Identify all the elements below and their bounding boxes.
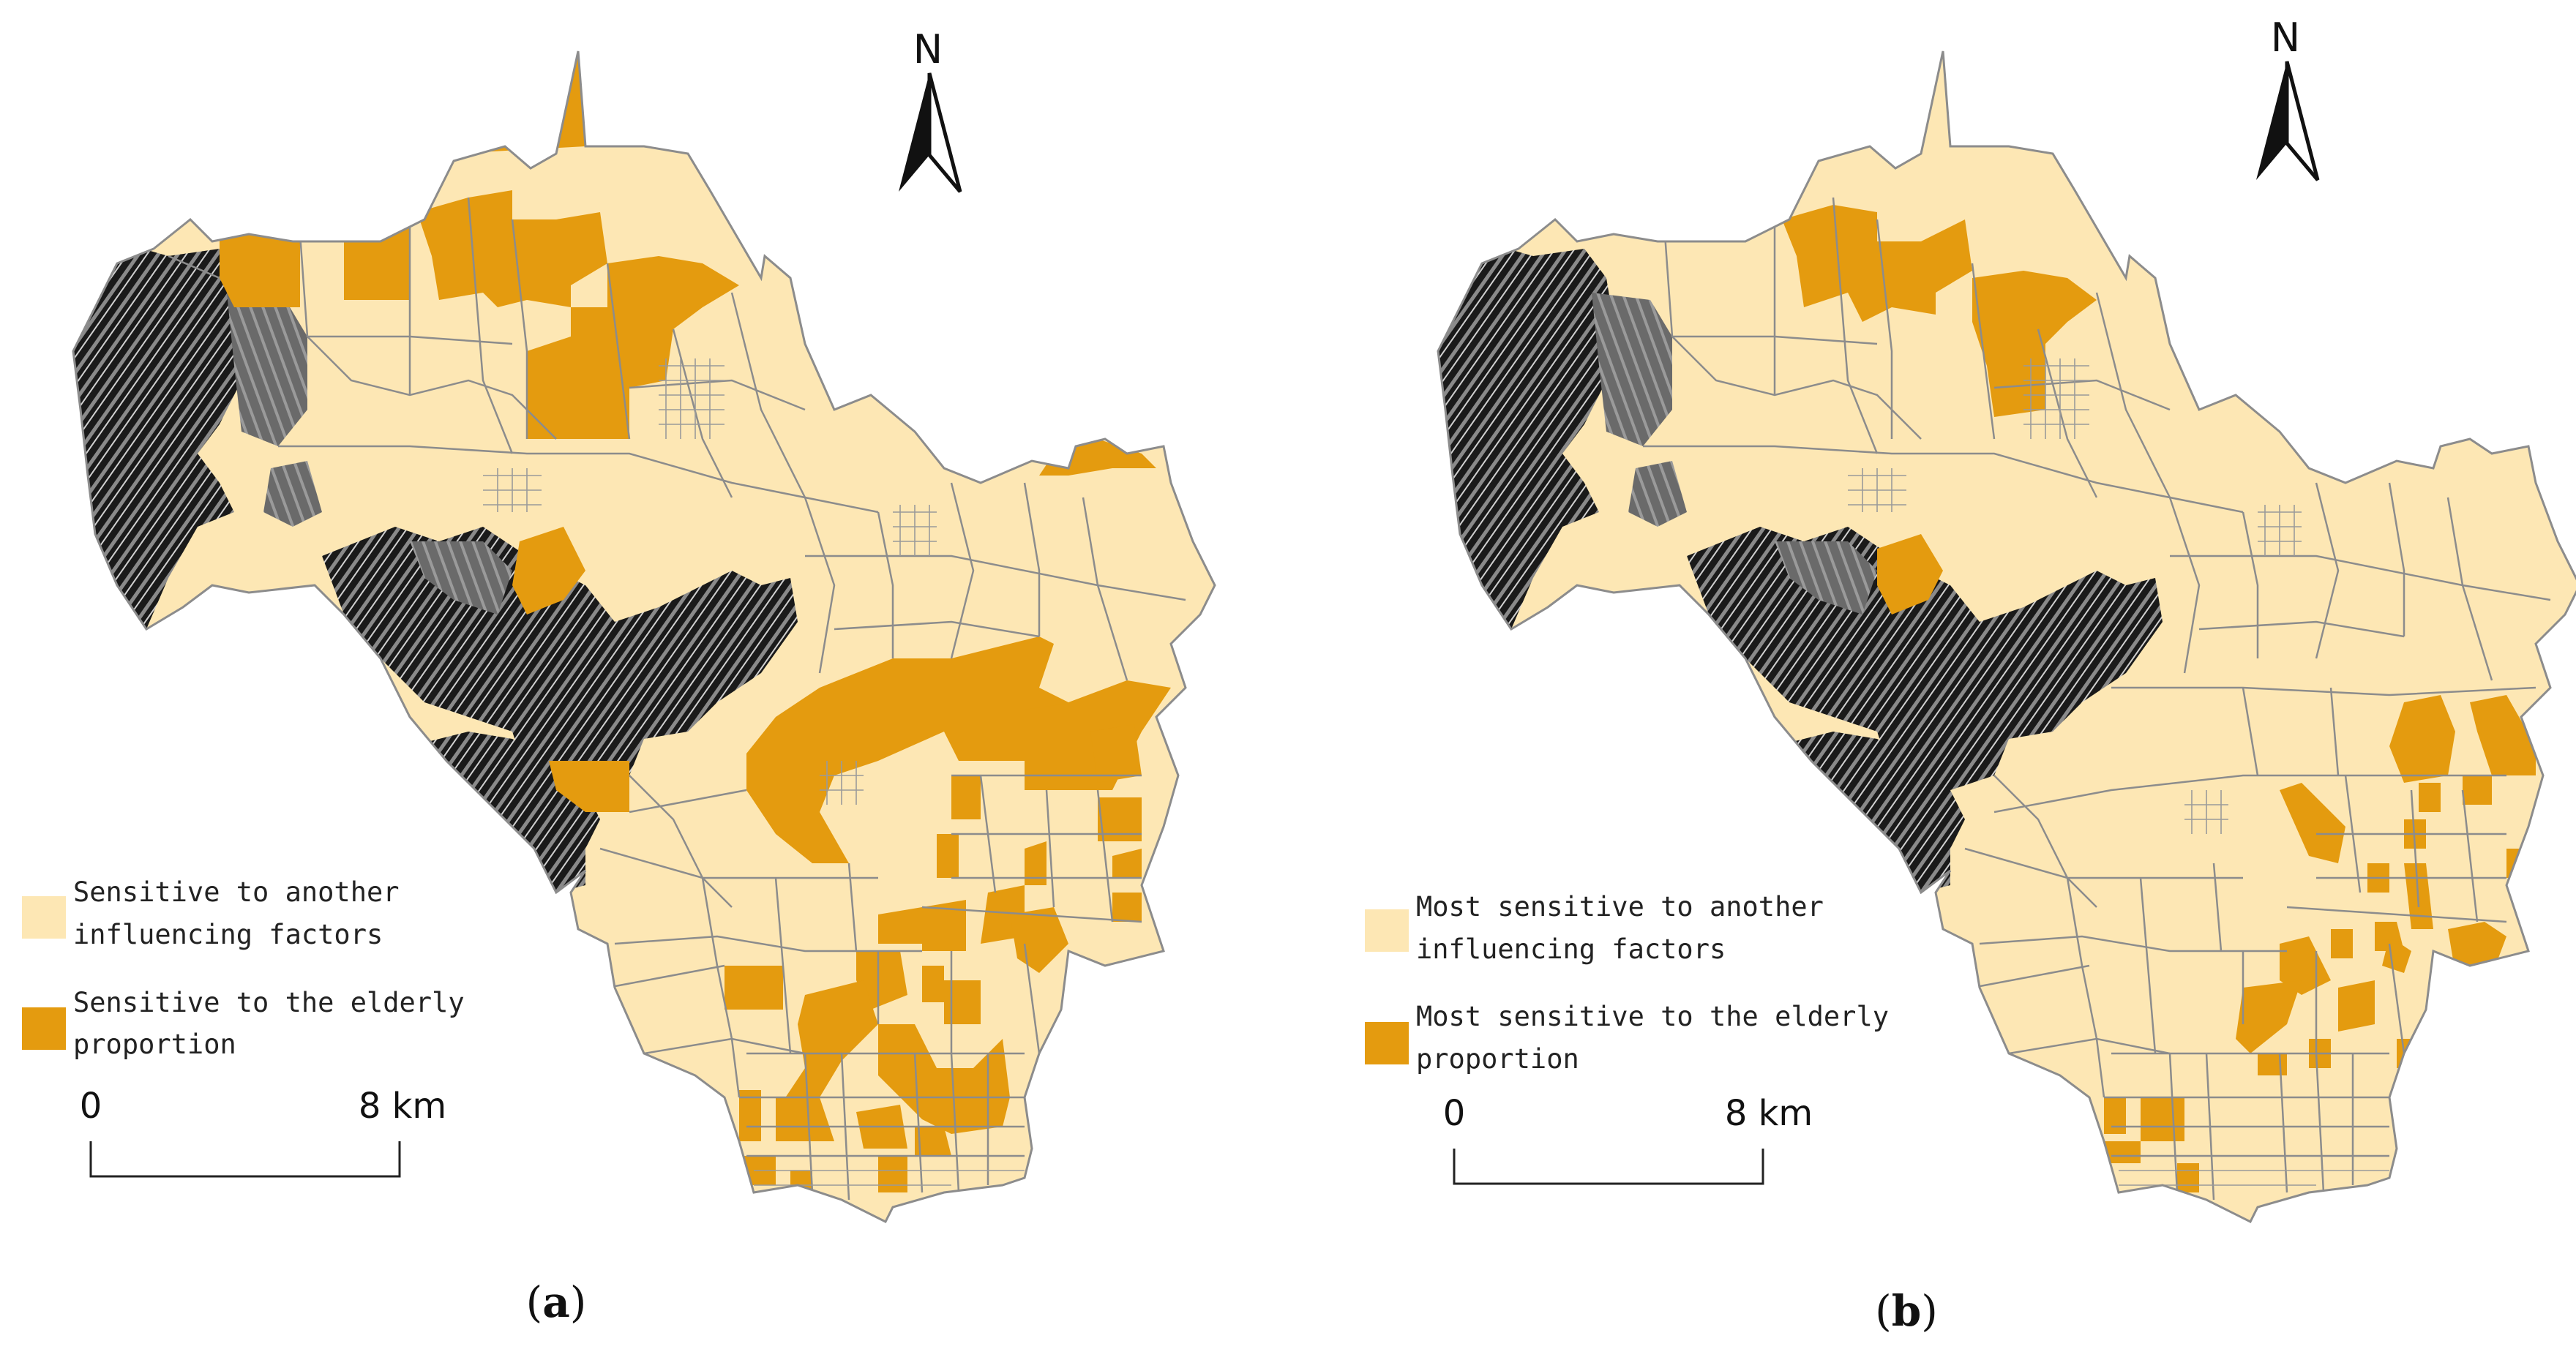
- caption-b: (b): [1875, 1286, 1938, 1336]
- district-boundaries-b: [1643, 197, 2551, 1201]
- north-arrow-icon: N: [2256, 15, 2320, 181]
- legend-item-other-b: Most sensitive to another influencing fa…: [1416, 891, 1840, 965]
- scale-end-a: 8 km: [359, 1086, 446, 1127]
- legend-a: Sensitive to another influencing factors…: [22, 876, 481, 1060]
- mountain-west-shade-b: [1592, 293, 1672, 446]
- scale-start-b: 0: [1443, 1093, 1466, 1134]
- legend-b: Most sensitive to another influencing fa…: [1365, 891, 1905, 1075]
- mountain-ridge-a: [322, 527, 798, 790]
- elderly-areas-a: [220, 51, 1171, 1192]
- mountain-mid-shade-b: [1628, 461, 1687, 527]
- scale-bar-a: 0 8 km: [80, 1086, 446, 1178]
- region-overlays-a: [73, 51, 1186, 1201]
- scale-bar-b: 0 8 km: [1443, 1093, 1813, 1185]
- district-boundaries-a: [168, 197, 1186, 1201]
- legend-item-elderly-b: Most sensitive to the elderly proportion: [1416, 1001, 1905, 1075]
- mountain-west-shade-a: [227, 293, 307, 446]
- street-grid-b: [1848, 358, 2389, 1186]
- legend-swatch-elderly-b: [1365, 1022, 1409, 1064]
- mountain-ridge-mid-b: [1775, 541, 1877, 615]
- scale-start-a: 0: [80, 1086, 102, 1127]
- caption-a: (a): [526, 1277, 587, 1327]
- scale-end-b: 8 km: [1725, 1093, 1813, 1134]
- mountain-mid-shade-a: [263, 461, 322, 527]
- mountain-ridge-mid-a: [410, 541, 512, 615]
- north-arrow-icon: N: [899, 26, 962, 193]
- legend-item-elderly-a: Sensitive to the elderly proportion: [73, 987, 481, 1060]
- legend-swatch-other-b: [1365, 909, 1409, 952]
- legend-item-other-a: Sensitive to another influencing factors: [73, 876, 416, 950]
- map-panel-a: N Sensitive to another influencing facto…: [22, 26, 1216, 1327]
- mountain-ridge-b: [1687, 527, 2163, 790]
- north-label-b: N: [2271, 15, 2300, 61]
- north-label-a: N: [913, 26, 943, 72]
- map-panel-b: N Most sensitive to another influencing …: [1365, 15, 2576, 1336]
- mountain-west-a: [73, 241, 249, 644]
- legend-swatch-other-a: [22, 896, 66, 939]
- region-overlays-b: [1438, 197, 2551, 1201]
- mountain-west-b: [1438, 241, 1614, 644]
- street-grid-a: [483, 358, 1025, 1186]
- legend-swatch-elderly-a: [22, 1007, 66, 1050]
